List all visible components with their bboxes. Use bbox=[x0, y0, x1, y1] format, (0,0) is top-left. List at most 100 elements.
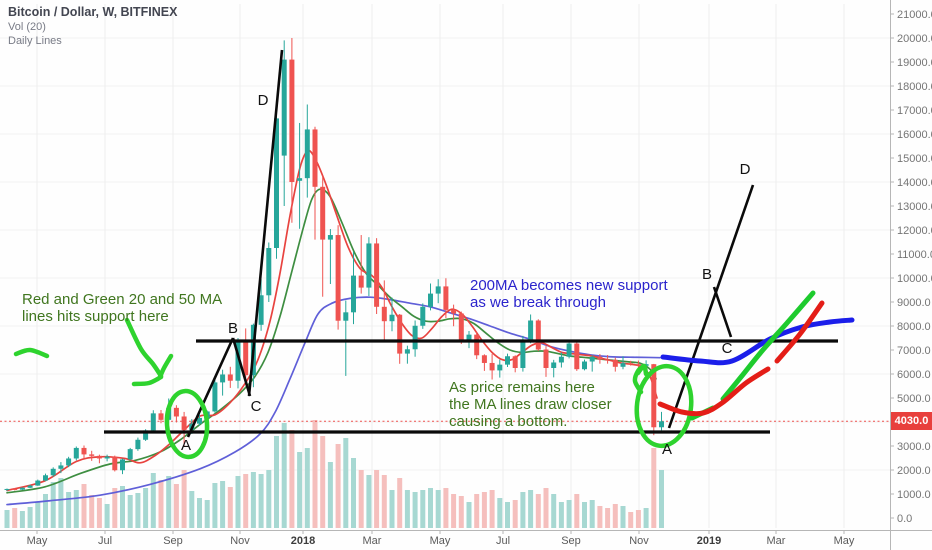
candle-body bbox=[112, 456, 118, 471]
candle-body bbox=[605, 359, 611, 361]
green-ellipse-left[interactable] bbox=[164, 388, 210, 460]
volume-bar bbox=[66, 492, 72, 528]
marker-letter[interactable]: C bbox=[251, 398, 262, 415]
trendline-left[interactable] bbox=[231, 337, 252, 397]
green-arrow-stroke[interactable] bbox=[635, 363, 649, 377]
volume-bar bbox=[297, 452, 303, 528]
time-tick-label: May bbox=[834, 535, 855, 547]
candle-body bbox=[551, 362, 557, 368]
candle-body bbox=[343, 312, 349, 321]
grid-layer bbox=[0, 4, 890, 528]
price-tick-label: 6000.0 bbox=[897, 369, 931, 381]
candle-body bbox=[597, 356, 603, 360]
candle-body bbox=[543, 349, 549, 368]
price-tick-label: 11000.0 bbox=[897, 249, 932, 261]
candle-body bbox=[197, 417, 202, 424]
volume-bar bbox=[366, 475, 372, 528]
volume-bar bbox=[173, 484, 179, 528]
daily-lines-label[interactable]: Daily Lines bbox=[8, 35, 62, 47]
candle-body bbox=[143, 430, 149, 440]
volume-bar bbox=[628, 512, 634, 528]
marker-letter[interactable]: A bbox=[181, 437, 191, 454]
trendline-left[interactable] bbox=[247, 49, 284, 397]
candle-body bbox=[281, 59, 287, 156]
green-arrow-stroke[interactable] bbox=[13, 347, 50, 359]
volume-bar bbox=[566, 500, 572, 528]
price-tick-label: 14000.0 bbox=[897, 177, 932, 189]
volume-bar bbox=[589, 500, 595, 528]
candles-layer bbox=[4, 38, 664, 492]
candle-body bbox=[243, 340, 249, 376]
time-tick-label: 2018 bbox=[291, 535, 315, 547]
candle-body bbox=[35, 480, 41, 486]
candle-body bbox=[404, 349, 410, 354]
volume-bar bbox=[481, 492, 487, 528]
candle-body bbox=[582, 361, 587, 370]
volume-bar bbox=[12, 508, 18, 528]
projection-green[interactable] bbox=[720, 290, 816, 402]
volume-indicator-label[interactable]: Vol (20) bbox=[8, 21, 46, 33]
candle-body bbox=[327, 235, 333, 240]
green-arrow-stroke[interactable] bbox=[157, 353, 174, 380]
time-axis[interactable]: May Jul Sep Nov 2018 Mar May Jul Sep Nov 2019 Mar Ma… bbox=[27, 530, 855, 547]
candle-body bbox=[4, 488, 10, 490]
volume-bar bbox=[135, 493, 141, 528]
volume-bar bbox=[4, 510, 10, 528]
price-tick-label: 18000.0 bbox=[897, 81, 932, 93]
volume-bar bbox=[58, 478, 64, 528]
candle-body bbox=[635, 364, 641, 366]
volume-bar bbox=[343, 438, 349, 528]
candle-body bbox=[266, 248, 272, 296]
candle-body bbox=[643, 364, 649, 366]
time-tick-label: 2019 bbox=[697, 535, 721, 547]
price-tick-label: 8000.0 bbox=[897, 321, 931, 333]
candle-body bbox=[19, 487, 25, 490]
volume-bar bbox=[404, 490, 410, 528]
trendline-left[interactable] bbox=[186, 337, 235, 438]
candle-body bbox=[458, 313, 464, 342]
marker-letter[interactable]: B bbox=[228, 320, 238, 337]
volume-bar bbox=[412, 492, 418, 528]
candle-body bbox=[558, 356, 564, 363]
trendline-right[interactable] bbox=[667, 184, 755, 429]
price-tick-label: 10000.0 bbox=[897, 273, 932, 285]
trendline-right[interactable] bbox=[712, 286, 733, 338]
volume-bar bbox=[73, 490, 79, 528]
green-ellipse-right[interactable] bbox=[632, 363, 695, 449]
price-axis[interactable]: 0.01000.02000.03000.04000.05000.06000.07… bbox=[890, 9, 932, 525]
time-tick-label: May bbox=[430, 535, 451, 547]
marker-letter[interactable]: D bbox=[740, 161, 751, 178]
note-200ma-support[interactable]: 200MA becomes new support as we break th… bbox=[470, 277, 668, 311]
marker-letter[interactable]: D bbox=[258, 92, 269, 109]
volume-bar bbox=[381, 475, 387, 528]
marker-letter[interactable]: A bbox=[662, 441, 672, 458]
candle-body bbox=[574, 343, 580, 370]
volume-bar bbox=[289, 430, 295, 528]
volume-bar bbox=[620, 506, 626, 528]
volume-bar bbox=[512, 500, 518, 528]
marker-letter[interactable]: C bbox=[722, 340, 733, 357]
marker-letter[interactable]: B bbox=[702, 266, 712, 283]
projection-red[interactable] bbox=[774, 300, 825, 364]
projection-red[interactable] bbox=[657, 366, 771, 417]
candle-body bbox=[443, 286, 449, 310]
volume-bar bbox=[458, 496, 464, 528]
green-arrow-stroke[interactable] bbox=[124, 317, 164, 379]
volume-bar bbox=[166, 476, 172, 528]
candle-body bbox=[220, 374, 226, 383]
volume-bar bbox=[374, 470, 380, 528]
volume-bar bbox=[281, 423, 287, 528]
note-ma-support[interactable]: Red and Green 20 and 50 MA lines hits su… bbox=[22, 291, 223, 325]
volume-bar bbox=[27, 507, 33, 528]
price-tick-label: 17000.0 bbox=[897, 105, 932, 117]
note-ma-bottom[interactable]: As price remains here the MA lines draw … bbox=[449, 379, 612, 430]
volume-bar bbox=[197, 498, 202, 528]
candle-body bbox=[12, 488, 18, 490]
volume-bar bbox=[35, 502, 41, 528]
green-arrow-stroke[interactable] bbox=[131, 374, 164, 387]
candle-body bbox=[566, 343, 572, 357]
candle-body bbox=[397, 314, 403, 354]
time-tick-label: Jul bbox=[98, 535, 112, 547]
candle-body bbox=[366, 243, 372, 288]
